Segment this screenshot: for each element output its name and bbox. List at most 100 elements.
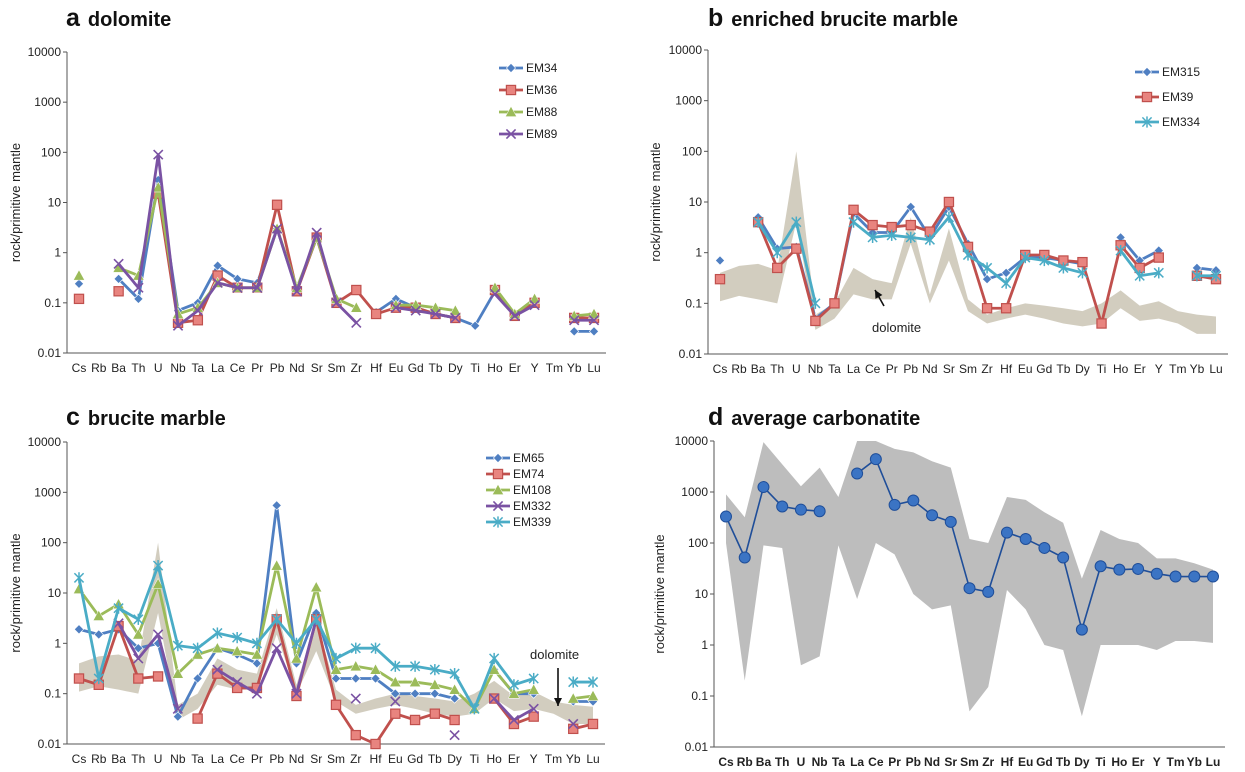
y-tick-label: 100 bbox=[41, 145, 61, 159]
x-tick-label: Ce bbox=[229, 752, 245, 766]
legend-label: EM74 bbox=[513, 467, 545, 481]
data-point bbox=[390, 660, 401, 672]
y-tick-label: 0.1 bbox=[44, 687, 61, 701]
legend-item: EM332 bbox=[486, 499, 551, 513]
data-point bbox=[1210, 270, 1222, 282]
data-point-stroke-2 bbox=[588, 315, 600, 326]
y-tick-label: 1000 bbox=[34, 485, 61, 499]
data-point-stroke-2 bbox=[231, 676, 243, 688]
x-tick-label: U bbox=[154, 361, 163, 375]
legend-swatch-marker bbox=[1141, 116, 1153, 128]
data-point bbox=[113, 273, 124, 284]
data-point bbox=[720, 510, 732, 523]
data-point bbox=[867, 219, 878, 231]
y-tick-label: 10000 bbox=[675, 434, 709, 448]
legend-item: EM315 bbox=[1135, 65, 1200, 79]
data-point bbox=[73, 293, 85, 305]
chart-d-svg: 0.01 0.1 1 10 100 1000 10000 rock/primitive man… bbox=[652, 434, 1225, 769]
data-point-stroke-2 bbox=[153, 149, 164, 160]
data-point-stroke-2 bbox=[271, 223, 283, 234]
data-point bbox=[153, 149, 164, 160]
data-point bbox=[132, 628, 145, 640]
x-tick-label: Lu bbox=[586, 752, 599, 766]
data-point bbox=[192, 305, 204, 316]
data-point-stroke-2 bbox=[390, 696, 401, 707]
y-tick-label: 1 bbox=[701, 638, 708, 652]
legend-label: EM89 bbox=[526, 127, 558, 141]
x-tick-label: Dy bbox=[1075, 362, 1090, 376]
data-point bbox=[848, 204, 859, 216]
x-tick-label: Er bbox=[508, 752, 520, 766]
panel-c-brucite-marble: c brucite marble 0.01 0.1 1 10 100 1000 10000 ro… bbox=[0, 386, 622, 772]
data-point bbox=[586, 689, 600, 701]
data-point bbox=[429, 708, 441, 719]
data-point bbox=[810, 315, 821, 327]
data-point bbox=[409, 675, 422, 687]
data-point bbox=[568, 676, 579, 688]
x-tick-label: Ta bbox=[192, 361, 205, 375]
data-point bbox=[791, 243, 802, 254]
data-point bbox=[867, 231, 878, 244]
y-tick-label: 0.01 bbox=[38, 737, 62, 751]
x-tick-label: La bbox=[211, 752, 225, 766]
data-point bbox=[251, 688, 263, 699]
data-point bbox=[429, 688, 440, 699]
data-point bbox=[714, 273, 726, 285]
y-tick-label: 0.1 bbox=[691, 689, 708, 703]
x-tick-label: Y bbox=[1153, 755, 1161, 769]
data-point bbox=[813, 505, 826, 518]
data-point bbox=[1000, 526, 1013, 539]
x-tick-label: Ba bbox=[111, 752, 126, 766]
data-point bbox=[449, 714, 460, 726]
data-point-stroke-2 bbox=[351, 317, 362, 328]
y-tick-label: 0.01 bbox=[38, 346, 62, 360]
data-point bbox=[350, 729, 361, 741]
x-tick-label: Er bbox=[1134, 362, 1146, 376]
x-tick-label: Ho bbox=[1113, 362, 1129, 376]
data-point bbox=[508, 714, 520, 726]
x-tick-label: U bbox=[797, 755, 806, 769]
x-tick-label: Ba bbox=[111, 361, 126, 375]
x-tick-label: Dy bbox=[448, 361, 463, 375]
data-point-stroke-2 bbox=[568, 718, 579, 730]
x-tick-label: Tm bbox=[1169, 362, 1186, 376]
x-tick-label: Zr bbox=[351, 361, 362, 375]
range-band bbox=[79, 542, 593, 724]
data-point bbox=[829, 298, 840, 309]
data-point-stroke-2 bbox=[212, 277, 223, 289]
x-tick-label: Rb bbox=[737, 755, 753, 769]
data-point-stroke-2 bbox=[509, 310, 520, 322]
data-point bbox=[449, 693, 460, 704]
data-point-stroke-2 bbox=[172, 320, 184, 331]
data-point bbox=[133, 613, 144, 625]
data-point bbox=[390, 302, 402, 313]
chart-b-svg: 0.01 0.1 1 10 100 1000 10000 rock/primitive man… bbox=[648, 43, 1228, 376]
data-point-stroke-2 bbox=[133, 653, 144, 664]
x-tick-label: Th bbox=[131, 752, 145, 766]
legend-item: EM74 bbox=[486, 467, 545, 481]
data-point bbox=[389, 675, 402, 687]
data-point bbox=[568, 723, 579, 735]
data-point bbox=[1191, 270, 1203, 282]
data-point bbox=[1188, 570, 1201, 583]
data-point bbox=[133, 653, 144, 664]
data-point bbox=[714, 255, 726, 266]
x-tick-label: Nb bbox=[170, 752, 186, 766]
data-point bbox=[152, 560, 164, 572]
data-point bbox=[569, 315, 580, 326]
x-tick-label: Ti bbox=[1097, 362, 1107, 376]
x-tick-label: Nb bbox=[808, 362, 824, 376]
data-point bbox=[212, 627, 223, 639]
legend-swatch-marker bbox=[1141, 91, 1153, 103]
data-point bbox=[350, 301, 363, 313]
series-line bbox=[77, 564, 535, 711]
data-point bbox=[1153, 252, 1164, 263]
y-tick-label: 10 bbox=[689, 195, 703, 209]
data-point bbox=[1094, 560, 1107, 573]
legend-swatch-marker bbox=[492, 452, 504, 464]
data-point bbox=[450, 312, 461, 324]
data-point bbox=[133, 293, 144, 304]
range-band bbox=[720, 151, 1216, 334]
data-point-stroke-2 bbox=[450, 312, 461, 324]
y-tick-label: 0.1 bbox=[685, 296, 702, 310]
